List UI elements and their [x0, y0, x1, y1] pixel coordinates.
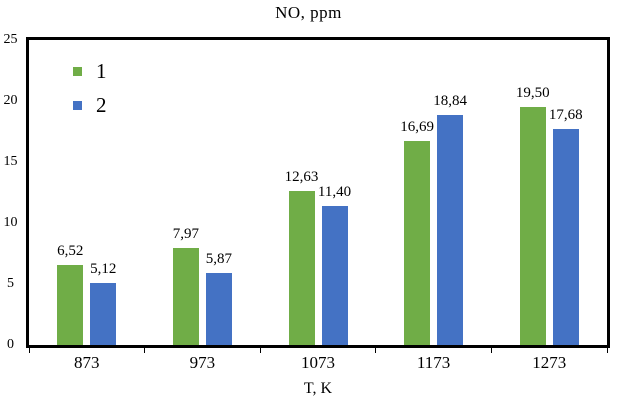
x-axis-tick-mark: [375, 348, 377, 353]
x-axis-tick-mark: [490, 348, 492, 353]
bar-series-1-1073: [288, 190, 315, 345]
x-axis-tick-mark: [28, 348, 30, 353]
x-tick-label-1273: 1273: [532, 353, 567, 372]
bar-value-label-series-1-973: 7,97: [172, 225, 200, 242]
bar-series-2-1173: [437, 115, 464, 345]
series-2-label: 2: [96, 93, 107, 117]
legend: 1 2: [73, 58, 107, 126]
y-axis: 0 5 10 15 20 25: [0, 0, 21, 404]
bar-series-2-1273: [552, 129, 579, 345]
series-1-swatch-icon: [73, 66, 82, 76]
bar-series-1-1273: [519, 107, 546, 345]
bar-value-label-series-1-873: 6,52: [57, 243, 84, 260]
y-tick-label-5: 5: [7, 276, 14, 291]
bar-value-label-series-2-1073: 11,40: [317, 183, 352, 200]
chart-title: NO, ppm: [275, 3, 342, 22]
bar-series-1-1173: [404, 141, 431, 345]
bar-series-1-973: [172, 247, 199, 345]
bar-value-label-series-2-1273: 17,68: [548, 107, 583, 124]
series-1-label: 1: [96, 59, 107, 83]
x-tick-label-873: 873: [74, 353, 100, 372]
bar-value-label-series-2-973: 5,87: [205, 251, 233, 268]
legend-item-series-2: 2: [73, 92, 107, 118]
x-tick-label-973: 973: [189, 353, 216, 372]
x-axis-tick-mark: [144, 348, 146, 353]
bar-value-label-series-1-1073: 12,63: [284, 168, 319, 185]
bar-series-2-873: [90, 282, 117, 345]
bar-series-2-973: [205, 273, 232, 345]
bar-value-label-series-2-1173: 18,84: [433, 93, 467, 110]
y-tick-label-0: 0: [7, 337, 14, 352]
x-axis-tick-mark: [606, 348, 608, 353]
y-tick-label-20: 20: [3, 93, 18, 108]
legend-item-series-1: 1: [73, 58, 107, 84]
y-tick-label-25: 25: [3, 32, 18, 47]
x-axis: 873 973 1073 1173 1273: [0, 353, 617, 373]
bar-value-label-series-2-873: 5,12: [90, 260, 117, 277]
x-axis-tick-mark: [259, 348, 261, 353]
plot-area: 1 2 6,52 5,12 7,97 5,87 12,63 11,40 16,69 18,84…: [26, 37, 610, 348]
x-tick-label-1173: 1173: [416, 353, 451, 372]
bar-value-label-series-1-1173: 16,69: [400, 119, 434, 136]
series-2-swatch-icon: [73, 100, 82, 110]
bar-series-1-873: [57, 265, 84, 345]
y-tick-label-15: 15: [3, 154, 18, 169]
y-tick-label-10: 10: [3, 215, 18, 230]
x-tick-label-1073: 1073: [301, 353, 335, 372]
x-axis-title: T, K: [303, 380, 333, 397]
bar-value-label-series-1-1273: 19,50: [515, 85, 550, 102]
bar-series-2-1073: [321, 205, 348, 345]
